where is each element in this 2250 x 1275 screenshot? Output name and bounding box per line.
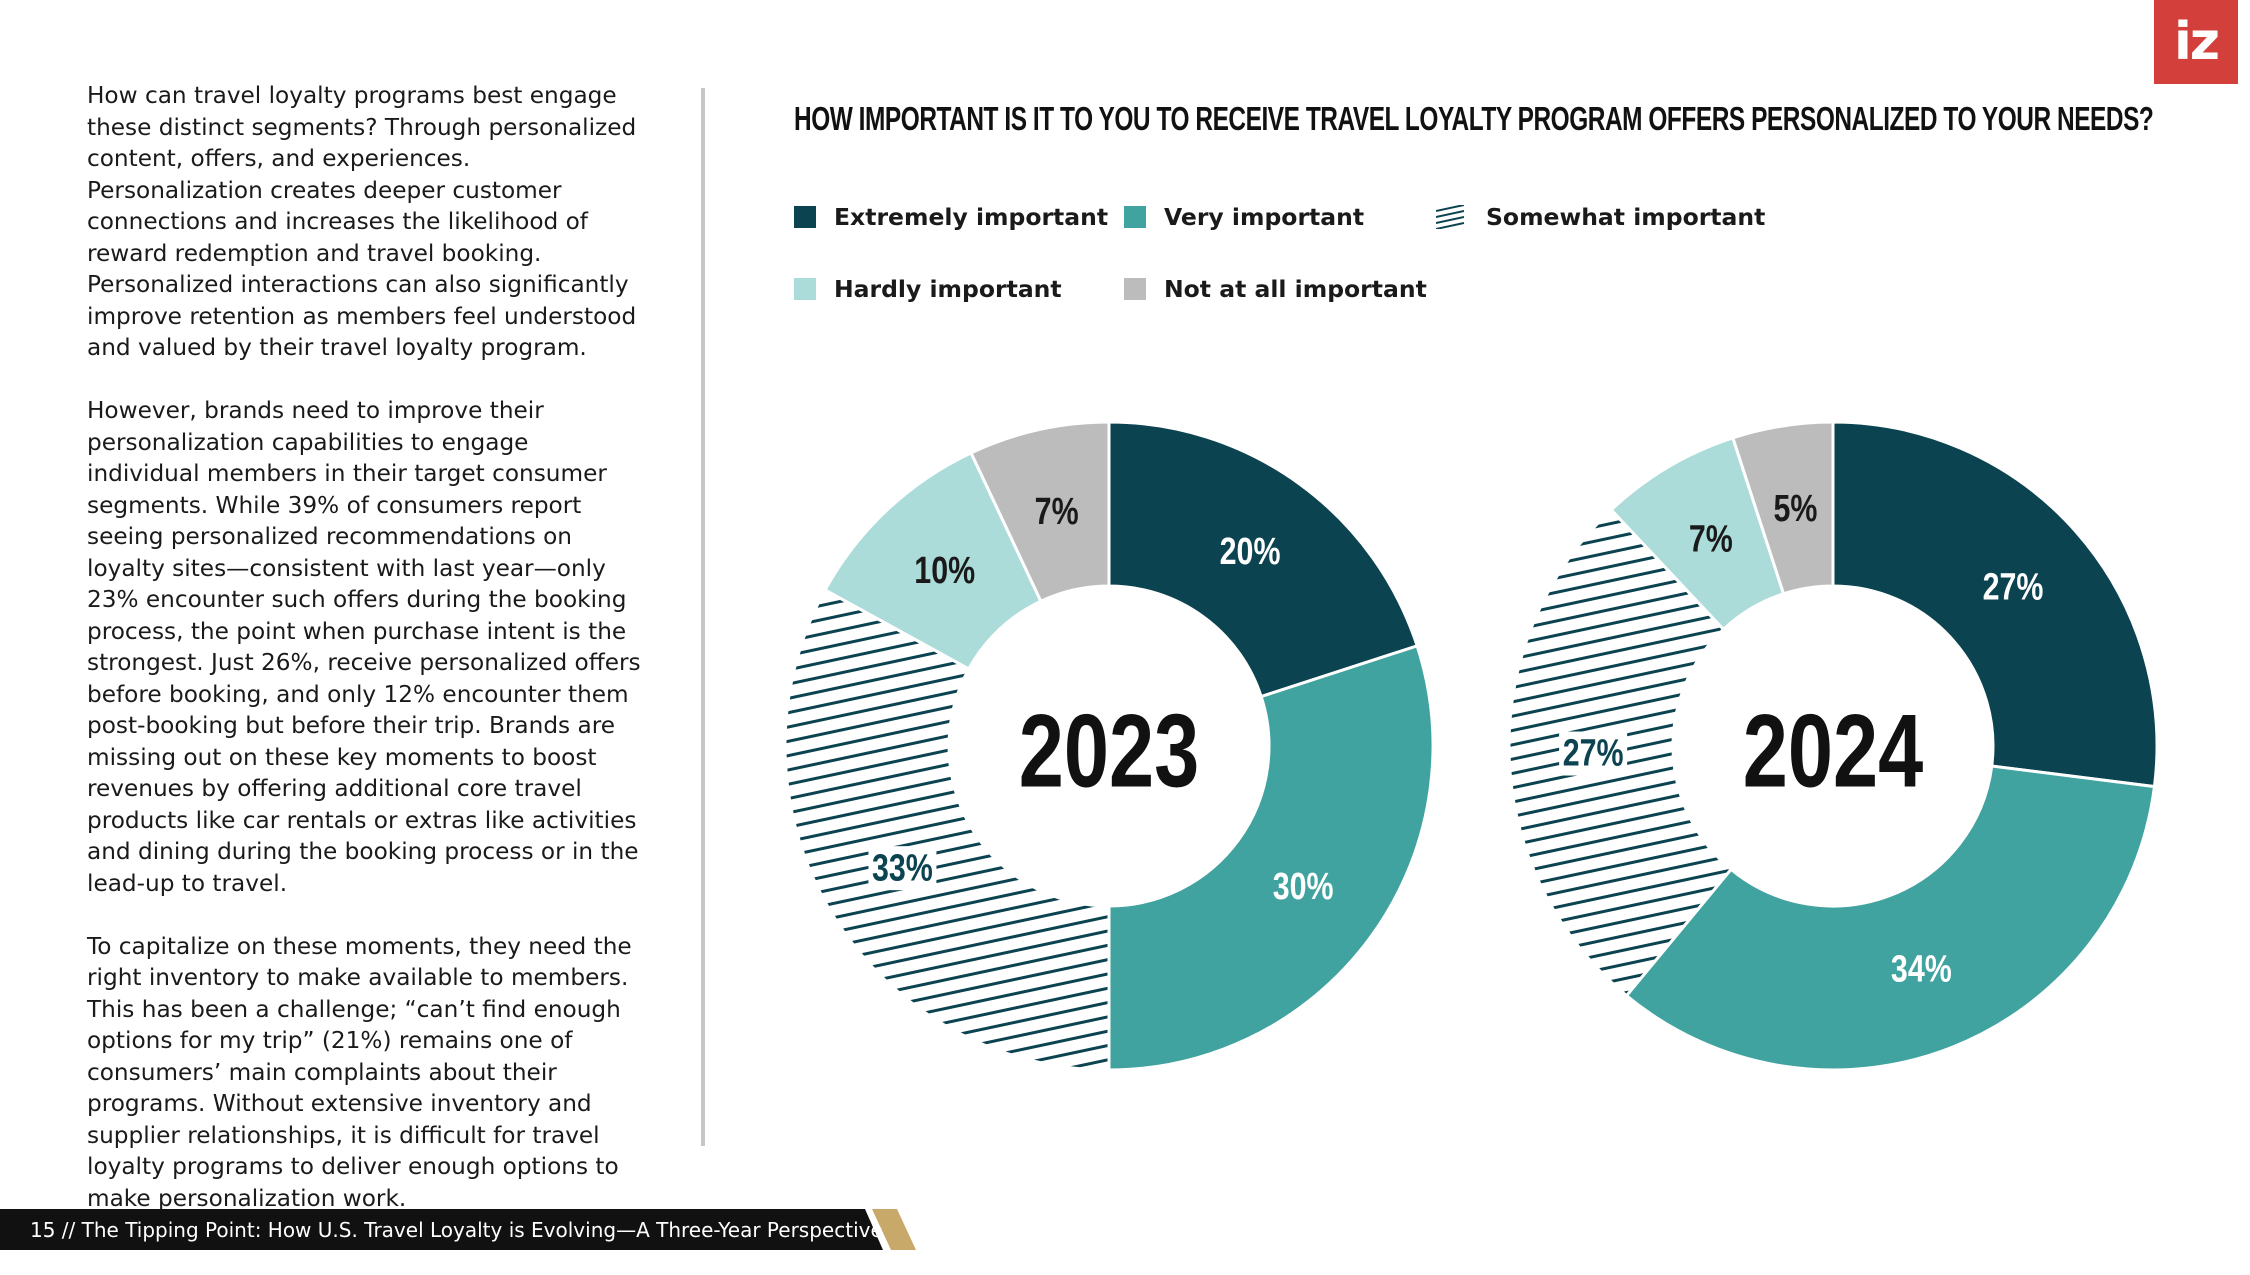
- legend-somewhat-important: Somewhat important: [1436, 203, 1765, 231]
- data-label: 5%: [1773, 488, 1817, 530]
- brand-logo: iz: [2154, 0, 2238, 84]
- legend-swatch: [794, 206, 816, 228]
- paragraph-1: How can travel loyalty programs best eng…: [87, 82, 637, 361]
- slice-not-at-all-important: [969, 420, 1111, 604]
- paragraph-2: However, brands need to improve their pe…: [87, 397, 641, 897]
- data-label: 33%: [872, 847, 933, 889]
- footer-bar: [0, 1209, 916, 1250]
- slice-extremely-important: [1831, 420, 2159, 789]
- slice-somewhat-important: [783, 587, 1111, 1072]
- data-label: 34%: [1891, 948, 1952, 990]
- donut-2023: 20% 30% 33% 10% 7% 2023: [783, 420, 1435, 1072]
- slice-not-at-all-important: [1730, 420, 1835, 596]
- data-label: 7%: [1689, 518, 1733, 560]
- data-label-background: [1559, 731, 1628, 776]
- legend-label: Hardly important: [834, 275, 1062, 303]
- paragraph-3: To capitalize on these moments, they nee…: [87, 932, 632, 1212]
- slice-very-important: [1107, 643, 1435, 1072]
- data-label: 27%: [1563, 733, 1624, 775]
- data-label: 30%: [1273, 866, 1334, 908]
- legend-swatch: [794, 278, 816, 300]
- body-text: How can travel loyalty programs best eng…: [87, 80, 647, 1246]
- slice-very-important: [1624, 764, 2157, 1072]
- data-label: 10%: [914, 550, 975, 592]
- data-label-background: [868, 846, 937, 891]
- legend-swatch: [1124, 278, 1146, 300]
- legend-hardly-important: Hardly important: [794, 275, 1062, 303]
- footer-text: 15 // The Tipping Point: How U.S. Travel…: [30, 1218, 883, 1242]
- legend-label: Not at all important: [1164, 275, 1427, 303]
- data-label: 20%: [1220, 531, 1281, 573]
- slice-extremely-important: [1107, 420, 1420, 699]
- legend-label: Extremely important: [834, 203, 1109, 231]
- data-label: 7%: [1035, 491, 1079, 533]
- legend-very-important: Very important: [1124, 203, 1364, 231]
- data-label: 27%: [1983, 566, 2044, 608]
- legend-label: Somewhat important: [1486, 203, 1766, 231]
- legend-extremely-important: Extremely important: [794, 203, 1108, 231]
- donut-2024: 27% 34% 27% 7% 5% 2024: [1507, 420, 2159, 1072]
- year-label: 2023: [1019, 693, 1199, 809]
- legend-swatch: [1124, 206, 1146, 228]
- legend-not-at-all-important: Not at all important: [1124, 275, 1427, 303]
- column-divider: [701, 88, 705, 1146]
- legend-hatch-swatch: [1436, 205, 1464, 229]
- year-label: 2024: [1743, 693, 1924, 809]
- legend-label: Very important: [1164, 203, 1365, 231]
- chart-title: HOW IMPORTANT IS IT TO YOU TO RECEIVE TR…: [794, 100, 2154, 137]
